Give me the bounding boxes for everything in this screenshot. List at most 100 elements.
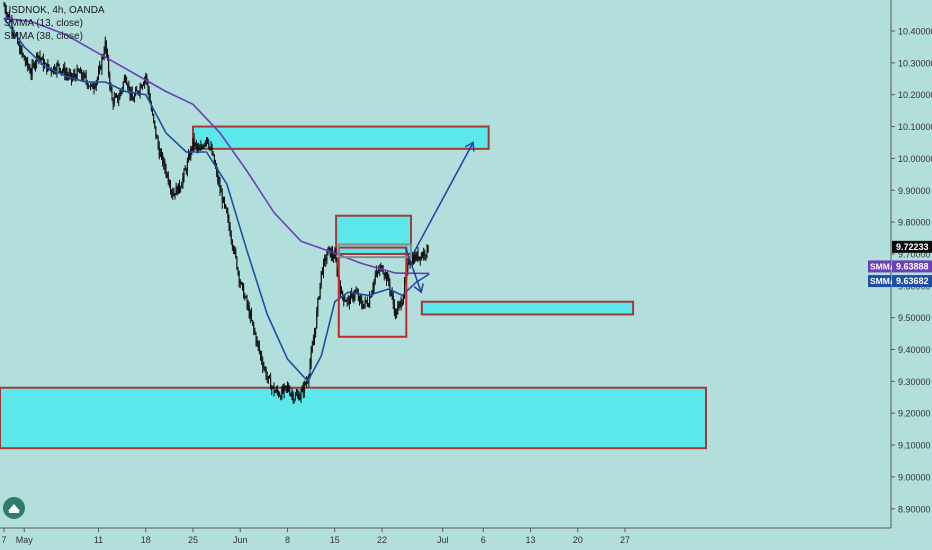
candle-body — [352, 293, 354, 299]
candle-body — [425, 254, 427, 256]
candle-body — [28, 66, 30, 69]
candle-body — [222, 198, 224, 203]
x-tick-label: 8 — [285, 535, 290, 545]
candle-body — [240, 282, 242, 284]
candle-body — [391, 293, 393, 296]
candle-body — [173, 193, 175, 196]
candle-body — [317, 298, 319, 311]
candle-body — [260, 351, 261, 356]
candle-body — [202, 147, 204, 149]
candle-body — [200, 146, 202, 151]
candle-body — [303, 383, 305, 393]
candle-body — [130, 92, 132, 96]
candle-body — [63, 67, 65, 71]
candle-body — [42, 58, 44, 68]
candle-body — [363, 304, 365, 308]
zone-rect-3 — [0, 386, 707, 450]
candle-body — [252, 320, 254, 324]
candle-body — [306, 381, 308, 384]
candle-body — [211, 147, 213, 155]
candle-body — [213, 154, 215, 164]
candle-body — [388, 275, 390, 283]
candle-body — [289, 390, 291, 395]
candle-body — [195, 143, 197, 146]
zone-rect-2 — [420, 300, 635, 316]
candle-body — [362, 306, 364, 308]
candle-body — [111, 89, 113, 101]
candle-body — [110, 85, 112, 90]
y-tick-label: 9.80000 — [898, 218, 931, 228]
x-tick-label: 11 — [94, 535, 103, 545]
plot-area — [0, 1, 707, 450]
candle-body — [345, 300, 347, 302]
candle-body — [127, 84, 129, 89]
candle-body — [154, 120, 156, 127]
indicator-smma38[interactable]: SMMA (38, close) — [4, 31, 83, 42]
candle-body — [330, 251, 332, 257]
candle-body — [71, 73, 72, 80]
candle-body — [147, 80, 149, 90]
candle-body — [122, 82, 124, 89]
candle-body — [265, 369, 267, 378]
candle-body — [60, 71, 62, 73]
candle-body — [411, 257, 413, 263]
candle-body — [93, 87, 95, 89]
candle-body — [75, 76, 77, 79]
candle-body — [30, 72, 32, 75]
candle-body — [292, 393, 294, 401]
candle-body — [87, 85, 89, 87]
candle-body — [172, 192, 174, 196]
candle-body — [296, 394, 297, 396]
candle-body — [183, 170, 185, 177]
candle-body — [282, 388, 284, 393]
indicator-smma13[interactable]: SMMA (13, close) — [4, 18, 83, 29]
candle-body — [184, 169, 186, 171]
candle-body — [397, 306, 399, 315]
arrow-line-0 — [404, 247, 422, 293]
candle-body — [101, 57, 103, 69]
candle-body — [96, 77, 98, 82]
candle-body — [221, 192, 223, 203]
price-badge-text-last: 9.72233 — [896, 242, 929, 252]
candle-body — [332, 251, 333, 257]
candle-body — [20, 48, 22, 54]
tradingview-logo-icon[interactable] — [3, 497, 25, 519]
candle-body — [163, 160, 165, 165]
candle-body — [346, 298, 348, 302]
candle-body — [424, 251, 426, 256]
candle-body — [409, 263, 411, 265]
candle-body — [164, 160, 166, 169]
candle-body — [276, 389, 278, 393]
candle-body — [186, 161, 188, 172]
candle-body — [90, 84, 92, 87]
candle-body — [224, 198, 225, 205]
candle-body — [18, 43, 20, 45]
x-tick-label: May — [16, 535, 34, 545]
candle-body — [146, 75, 148, 81]
candle-body — [193, 138, 195, 146]
candle-body — [62, 70, 63, 72]
candle-body — [76, 68, 78, 79]
candle-body — [426, 245, 428, 255]
candle-body — [379, 267, 381, 272]
y-tick-label: 9.30000 — [898, 377, 931, 387]
candle-body — [298, 394, 300, 400]
candle-body — [415, 255, 417, 260]
candle-body — [81, 70, 83, 77]
candle-body — [264, 367, 266, 370]
candle-body — [348, 298, 350, 304]
candle-body — [386, 273, 387, 281]
candle-body — [401, 302, 403, 306]
candle-body — [351, 293, 353, 295]
candle-body — [248, 306, 250, 318]
candle-body — [11, 20, 13, 30]
candle-body — [382, 270, 384, 274]
candle-body — [31, 64, 33, 75]
symbol-line: USDNOK, 4h, OANDA — [4, 5, 105, 16]
candle-body — [84, 73, 86, 76]
candle-body — [257, 341, 259, 346]
candle-body — [66, 73, 68, 75]
candle-body — [300, 391, 302, 397]
y-tick-label: 9.10000 — [898, 441, 931, 451]
